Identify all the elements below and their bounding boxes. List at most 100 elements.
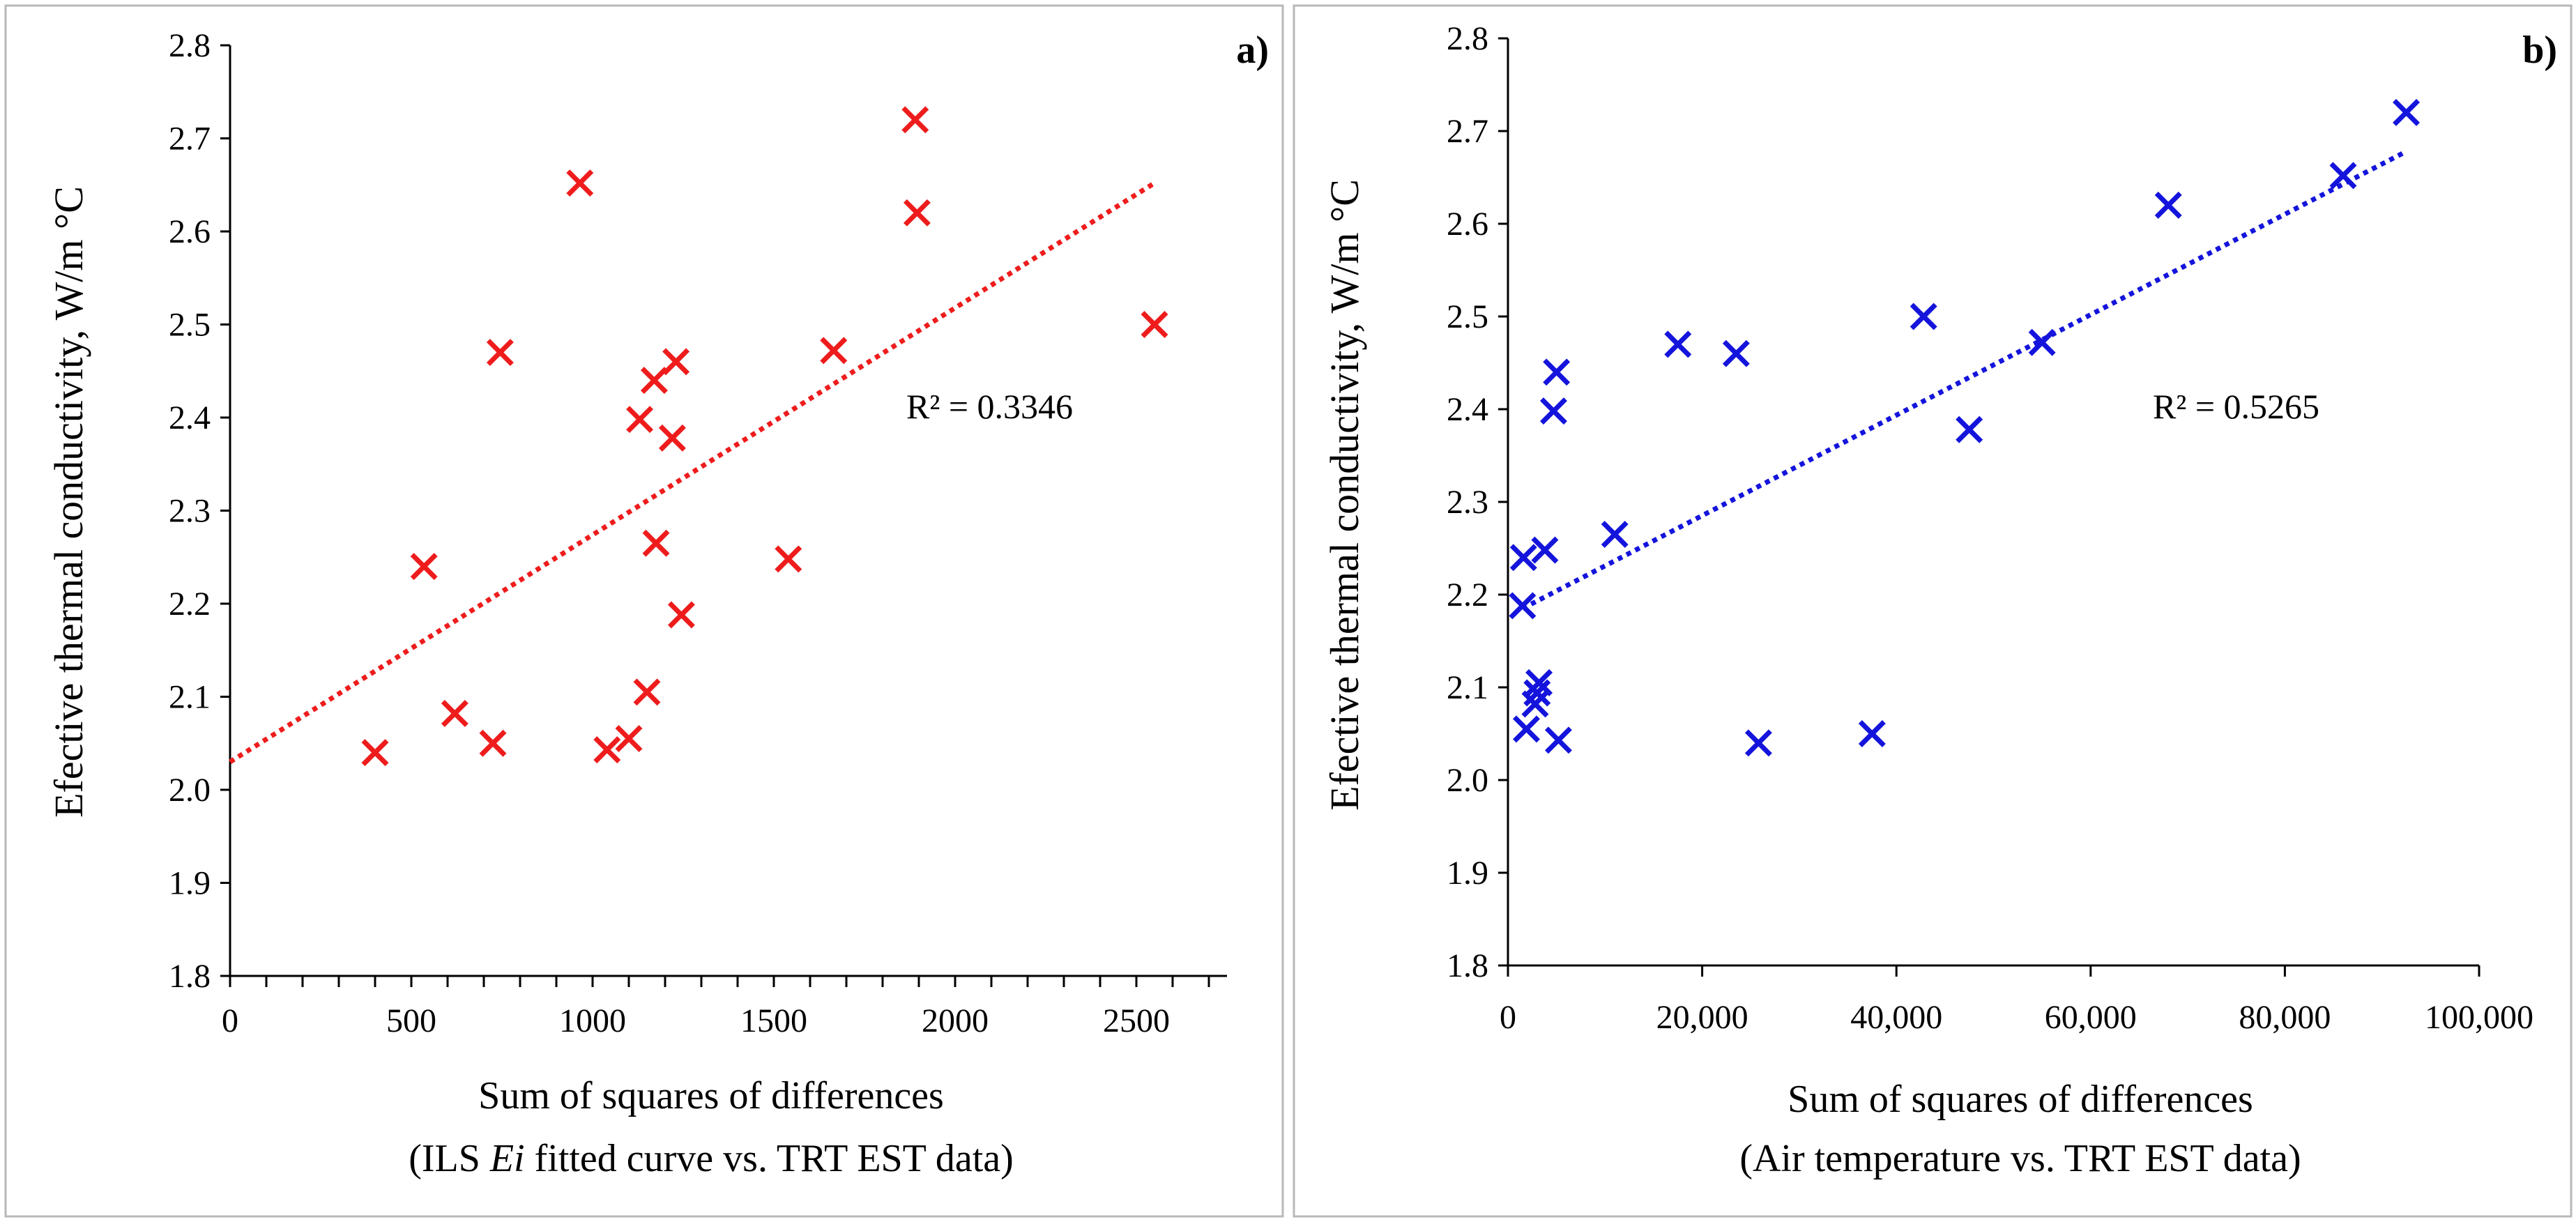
data-point-stroke: [1539, 397, 1567, 425]
data-point: [667, 601, 695, 629]
data-point: [2028, 328, 2056, 356]
y-tick-label: 2.5: [169, 307, 211, 344]
x-tick-label: 1500: [740, 1002, 807, 1039]
x-axis-label-line2-italic: Ei: [489, 1137, 525, 1180]
scatter-chart-b: 1.8 1.9 2.0 2.1 2.2 2.3 2.4 2.5 2.6 2.7 2.8 0 20,000…: [1293, 4, 2573, 1218]
data-point-stroke: [903, 199, 931, 227]
data-point-stroke: [1601, 521, 1629, 549]
panel-label: b): [2522, 29, 2557, 72]
data-point-stroke: [486, 339, 514, 367]
y-tick-label: 2.1: [169, 679, 211, 716]
data-point-stroke: [1664, 330, 1692, 358]
x-tick-label: 2000: [922, 1002, 989, 1039]
data-point-stroke: [662, 348, 690, 376]
data-point: [658, 424, 686, 452]
y-tick-label: 1.9: [169, 865, 211, 902]
data-point-stroke: [820, 337, 848, 365]
data-point: [1509, 544, 1537, 572]
y-tick-label: 2.0: [169, 772, 211, 809]
panel-frame: [4, 4, 1284, 1218]
data-point: [1744, 729, 1772, 757]
x-tick-label: 0: [1500, 999, 1516, 1036]
y-tick-label: 2.2: [1447, 576, 1488, 613]
data-point-stroke: [1956, 415, 1983, 443]
data-point-stroke: [1744, 729, 1772, 757]
x-axis-label: Sum of squares of differences: [1788, 1078, 2253, 1121]
y-tick-label: 2.6: [1447, 206, 1488, 243]
data-point: [1544, 726, 1572, 754]
data-point-stroke: [2329, 162, 2357, 190]
data-point: [1722, 339, 1750, 367]
data-point-stroke: [361, 739, 389, 767]
data-point: [2393, 98, 2420, 126]
data-point-stroke: [1509, 544, 1537, 572]
data-point: [410, 553, 438, 581]
data-point-stroke: [1512, 715, 1540, 743]
y-tick-label: 2.7: [1447, 113, 1488, 150]
x-tick-label: 0: [222, 1002, 238, 1039]
data-point-stroke: [1525, 669, 1553, 696]
data-point-stroke: [642, 529, 670, 557]
y-tick-label: 2.8: [1447, 20, 1488, 57]
r-squared-label: R² = 0.5265: [2153, 387, 2319, 426]
data-point-stroke: [1523, 679, 1551, 707]
y-tick-label: 2.4: [169, 399, 211, 436]
data-point-stroke: [1722, 339, 1750, 367]
data-point-stroke: [775, 545, 802, 573]
data-point-stroke: [1509, 592, 1537, 620]
x-tick-label: 500: [386, 1002, 436, 1039]
data-point-stroke: [441, 700, 468, 728]
scatter-chart-a: 1.8 1.9 2.0 2.1 2.2 2.3 2.4 2.5 2.6 2.7 2.8 0 500 100…: [4, 4, 1284, 1218]
y-tick-label: 2.4: [1447, 391, 1488, 428]
data-point-stroke: [626, 406, 654, 434]
data-point: [1664, 330, 1692, 358]
data-point-stroke: [1544, 726, 1572, 754]
r-squared-label: R² = 0.3346: [906, 387, 1073, 426]
y-tick-label: 1.9: [1447, 855, 1488, 892]
data-point-stroke: [410, 553, 438, 581]
data-point-stroke: [1531, 536, 1559, 564]
panel-label: a): [1236, 29, 1269, 72]
data-point: [903, 199, 931, 227]
data-point: [361, 739, 389, 767]
x-tick-label: 80,000: [2239, 999, 2331, 1036]
data-point: [2329, 162, 2357, 190]
data-point: [633, 678, 661, 706]
data-point-stroke: [1141, 311, 1168, 338]
data-point: [1543, 358, 1571, 386]
x-tick-label: 100,000: [2425, 999, 2533, 1036]
data-point: [1539, 397, 1567, 425]
y-tick-label: 2.5: [1447, 298, 1488, 335]
data-point-stroke: [566, 169, 594, 197]
data-point: [1523, 679, 1551, 707]
data-point: [1910, 303, 1937, 330]
data-point: [593, 736, 621, 764]
chart-panel-a: 1.8 1.9 2.0 2.1 2.2 2.3 2.4 2.5 2.6 2.7 2.8 0 500 100…: [4, 4, 1284, 1218]
y-tick-label: 2.0: [1447, 762, 1488, 799]
y-tick-label: 2.3: [169, 493, 211, 530]
data-point-stroke: [901, 106, 929, 134]
x-axis-label-line2: (ILS Ei fitted curve vs. TRT EST data): [409, 1137, 1014, 1180]
x-tick-label: 1000: [559, 1002, 626, 1039]
x-tick-label: 60,000: [2045, 999, 2137, 1036]
data-point-stroke: [658, 424, 686, 452]
y-tick-label: 1.8: [169, 958, 211, 995]
data-point: [1956, 415, 1983, 443]
data-point-stroke: [667, 601, 695, 629]
data-point-stroke: [1910, 303, 1937, 330]
x-axis-label-line2-post: fitted curve vs. TRT EST data): [525, 1137, 1014, 1180]
x-axis-label-line2: (Air temperature vs. TRT EST data): [1739, 1137, 2301, 1180]
data-point: [626, 406, 654, 434]
x-axis-label: Sum of squares of differences: [478, 1074, 944, 1117]
data-point: [1512, 715, 1540, 743]
data-point-stroke: [593, 736, 621, 764]
y-tick-label: 2.1: [1447, 669, 1488, 706]
data-point: [820, 337, 848, 365]
data-point: [901, 106, 929, 134]
y-tick-label: 2.2: [169, 586, 211, 623]
data-point-stroke: [633, 678, 661, 706]
data-point: [1141, 311, 1168, 338]
data-point-stroke: [2154, 191, 2182, 219]
data-point: [486, 339, 514, 367]
data-point: [642, 529, 670, 557]
